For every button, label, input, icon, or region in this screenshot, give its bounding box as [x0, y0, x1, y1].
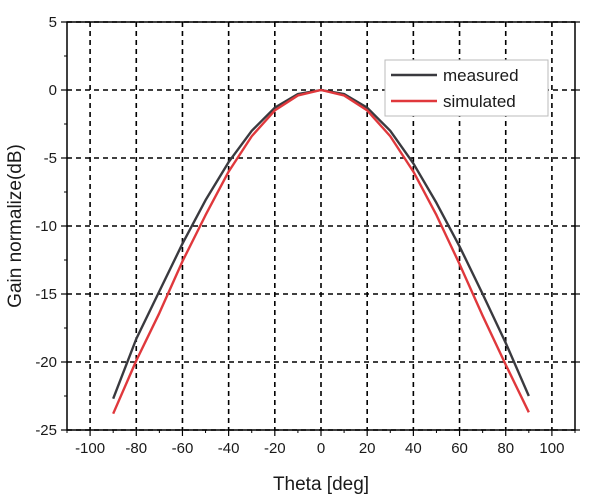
- y-tick-label: -15: [35, 286, 57, 303]
- x-tick-label: 100: [539, 440, 564, 457]
- axis-ticks: -100 -80 -60 -40 -20 0 20 40 60 80 100 5 0 -5 -10 -15 -2…: [35, 14, 580, 457]
- y-axis-title: Gain normalize(dB): [5, 144, 26, 308]
- series-line-measured: [112, 88, 530, 400]
- legend-box: [384, 59, 549, 117]
- y-tick-label: -25: [35, 422, 57, 439]
- legend-label-simulated: simulated: [443, 92, 516, 111]
- x-tick-label: 40: [405, 440, 422, 457]
- series-line-simulated: [112, 88, 530, 415]
- y-tick-label: 0: [49, 82, 57, 99]
- x-tick-label: -100: [75, 440, 105, 457]
- x-axis-title: Theta [deg]: [273, 474, 369, 495]
- y-tick-label: -5: [44, 150, 57, 167]
- series-lines: [112, 88, 530, 415]
- x-tick-label: 20: [359, 440, 376, 457]
- legend: measured simulated: [384, 59, 549, 117]
- x-tick-label: 80: [497, 440, 514, 457]
- x-tick-label: -60: [172, 440, 194, 457]
- x-tick-label: 0: [317, 440, 325, 457]
- x-tick-label: 60: [451, 440, 468, 457]
- y-tick-label: -20: [35, 354, 57, 371]
- x-tick-label: -80: [125, 440, 147, 457]
- x-tick-label: -20: [264, 440, 286, 457]
- y-tick-label: -10: [35, 218, 57, 235]
- y-tick-label: 5: [49, 14, 57, 31]
- x-tick-label: -40: [218, 440, 240, 457]
- legend-label-measured: measured: [443, 66, 519, 85]
